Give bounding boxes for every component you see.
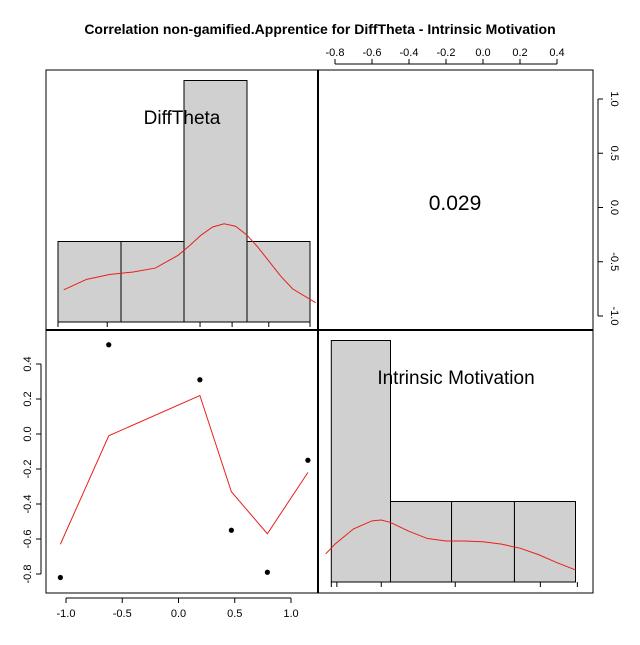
histogram-bar (57, 241, 122, 323)
y-tick-label: -0.8 (22, 565, 34, 584)
histogram-bar (183, 80, 248, 323)
y-tick-label: 0.0 (22, 426, 34, 441)
scatter-point (197, 377, 203, 383)
panel-frame-bl (45, 329, 319, 594)
x-tick-label: 0.0 (171, 608, 186, 620)
y-tick-label: -0.4 (22, 495, 34, 514)
scatter-point (57, 574, 63, 581)
x-tick-label: -1.0 (57, 608, 76, 620)
right-tick-label: 1.0 (608, 91, 620, 106)
right-tick-label: -1.0 (608, 307, 620, 326)
chart-title: Correlation non-gamified.Apprentice for … (84, 21, 555, 37)
scatter-point (106, 342, 112, 348)
y-tick-label: 0.2 (22, 391, 34, 406)
top-tick-label: -0.4 (400, 47, 419, 59)
diagonal-label: DiffTheta (144, 108, 221, 129)
correlation-value: 0.029 (429, 192, 482, 215)
scatter-point (228, 527, 234, 533)
y-tick-label: -0.6 (22, 530, 34, 549)
diagonal-label: Intrinsic Motivation (377, 368, 534, 389)
right-tick-label: 0.0 (608, 200, 620, 215)
right-tick-label: 0.5 (608, 146, 620, 161)
top-tick-label: 0.2 (512, 47, 527, 59)
y-tick-label: 0.4 (22, 356, 34, 371)
density-curve (63, 223, 316, 304)
histogram-bar (246, 241, 311, 323)
x-tick-label: 0.5 (227, 608, 242, 620)
top-tick-label: -0.2 (437, 47, 456, 59)
top-tick-label: -0.6 (363, 47, 382, 59)
y-tick-label: -0.2 (22, 460, 34, 479)
scatter-point (305, 457, 311, 463)
density-curve (325, 519, 576, 571)
top-tick-label: 0.0 (475, 47, 490, 59)
x-tick-label: -0.5 (113, 608, 132, 620)
histogram-bar (513, 501, 577, 583)
top-tick-label: -0.8 (326, 47, 345, 59)
scatter-point (264, 569, 270, 575)
x-tick-label: 1.0 (283, 608, 298, 620)
histogram-bar (120, 241, 185, 323)
top-tick-label: 0.4 (549, 47, 564, 59)
right-tick-label: -0.5 (608, 252, 620, 271)
histogram-bar (390, 501, 453, 583)
lowess-line (59, 394, 309, 545)
histogram-bar (330, 340, 391, 583)
